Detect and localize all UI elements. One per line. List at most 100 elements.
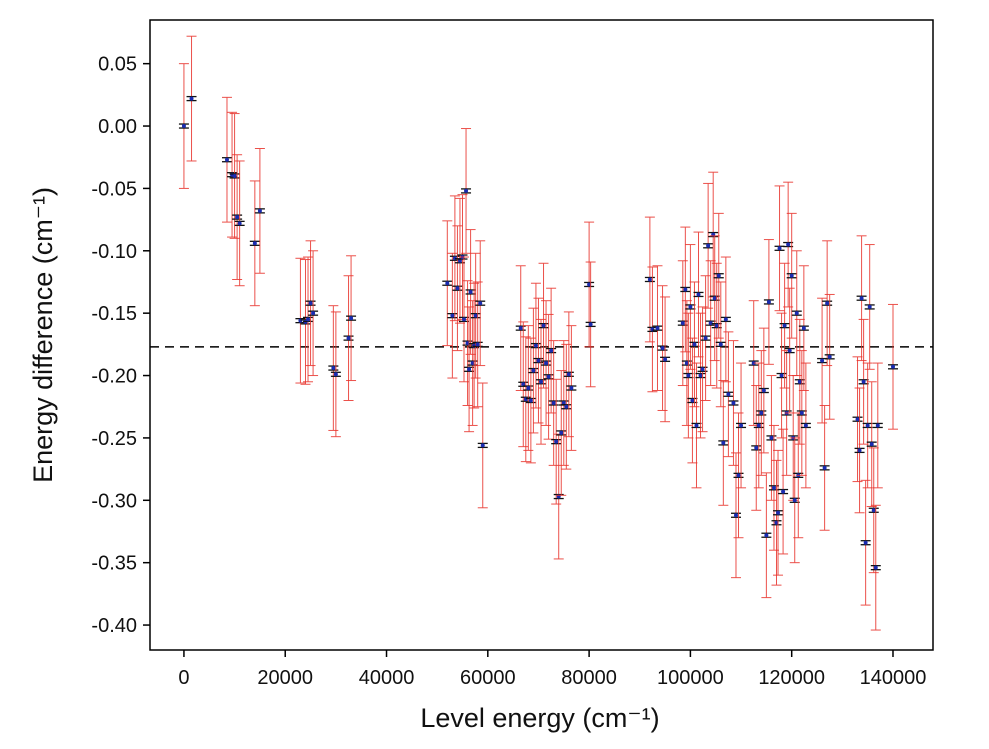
point xyxy=(538,379,543,384)
point xyxy=(346,336,351,341)
y-tick-label: -0.40 xyxy=(91,615,137,637)
point xyxy=(588,322,593,327)
point xyxy=(462,317,467,322)
point xyxy=(559,430,564,435)
x-tick-label: 0 xyxy=(178,667,189,689)
point xyxy=(873,565,878,570)
point xyxy=(799,410,804,415)
point xyxy=(859,296,864,301)
point xyxy=(716,273,721,278)
point xyxy=(797,379,802,384)
point xyxy=(569,386,574,391)
point xyxy=(774,520,779,525)
y-tick-label: -0.05 xyxy=(91,178,137,200)
point xyxy=(224,157,229,162)
point xyxy=(473,313,478,318)
y-tick-label: -0.15 xyxy=(91,303,137,325)
point xyxy=(890,364,895,369)
point xyxy=(526,386,531,391)
point xyxy=(450,313,455,318)
x-tick-label: 60000 xyxy=(460,667,516,689)
point xyxy=(475,342,480,347)
y-tick-label: -0.35 xyxy=(91,553,137,575)
point xyxy=(311,311,316,316)
point xyxy=(533,343,538,348)
point xyxy=(561,400,566,405)
point xyxy=(827,354,832,359)
point xyxy=(712,296,717,301)
point xyxy=(733,513,738,518)
y-tick-label: -0.30 xyxy=(91,490,137,512)
point xyxy=(751,361,756,366)
point xyxy=(789,273,794,278)
point xyxy=(333,372,338,377)
point xyxy=(655,326,660,331)
point xyxy=(468,289,473,294)
point xyxy=(686,373,691,378)
point xyxy=(331,366,336,371)
point xyxy=(764,533,769,538)
point xyxy=(754,445,759,450)
point xyxy=(865,423,870,428)
point xyxy=(714,323,719,328)
point xyxy=(232,173,237,178)
point xyxy=(445,281,450,286)
point xyxy=(867,304,872,309)
point xyxy=(771,485,776,490)
point xyxy=(544,361,549,366)
point xyxy=(647,277,652,282)
y-tick-label: 0.05 xyxy=(98,54,137,76)
point xyxy=(718,342,723,347)
point xyxy=(696,292,701,297)
point xyxy=(541,323,546,328)
point xyxy=(688,304,693,309)
point xyxy=(528,398,533,403)
point xyxy=(181,124,186,129)
point xyxy=(736,473,741,478)
point xyxy=(189,96,194,101)
point xyxy=(694,423,699,428)
x-tick-label: 20000 xyxy=(257,667,313,689)
point xyxy=(478,301,483,306)
point xyxy=(457,258,462,263)
point xyxy=(306,317,311,322)
point xyxy=(761,388,766,393)
point xyxy=(683,287,688,292)
point xyxy=(663,357,668,362)
point xyxy=(536,358,541,363)
y-axis-label: Energy difference (cm⁻¹) xyxy=(28,187,58,483)
y-tick-label: -0.20 xyxy=(91,366,137,388)
x-tick-label: 100000 xyxy=(657,667,724,689)
point xyxy=(794,311,799,316)
point xyxy=(871,508,876,513)
point xyxy=(803,423,808,428)
point xyxy=(766,299,771,304)
point xyxy=(825,301,830,306)
point xyxy=(726,392,731,397)
point xyxy=(731,400,736,405)
point xyxy=(690,398,695,403)
point xyxy=(822,465,827,470)
point xyxy=(708,321,713,326)
point xyxy=(308,301,313,306)
point xyxy=(723,317,728,322)
point xyxy=(237,221,242,226)
point xyxy=(863,540,868,545)
y-tick-label: 0.00 xyxy=(98,116,137,138)
point xyxy=(721,440,726,445)
point xyxy=(692,342,697,347)
point xyxy=(521,382,526,387)
point xyxy=(756,423,761,428)
point xyxy=(698,373,703,378)
point xyxy=(777,246,782,251)
point xyxy=(660,346,665,351)
point xyxy=(252,241,257,246)
point xyxy=(455,286,460,291)
point xyxy=(564,404,569,409)
point xyxy=(349,316,354,321)
point xyxy=(792,498,797,503)
y-tick-label: -0.25 xyxy=(91,428,137,450)
x-axis-label: Level energy (cm⁻¹) xyxy=(420,703,659,733)
point xyxy=(467,367,472,372)
